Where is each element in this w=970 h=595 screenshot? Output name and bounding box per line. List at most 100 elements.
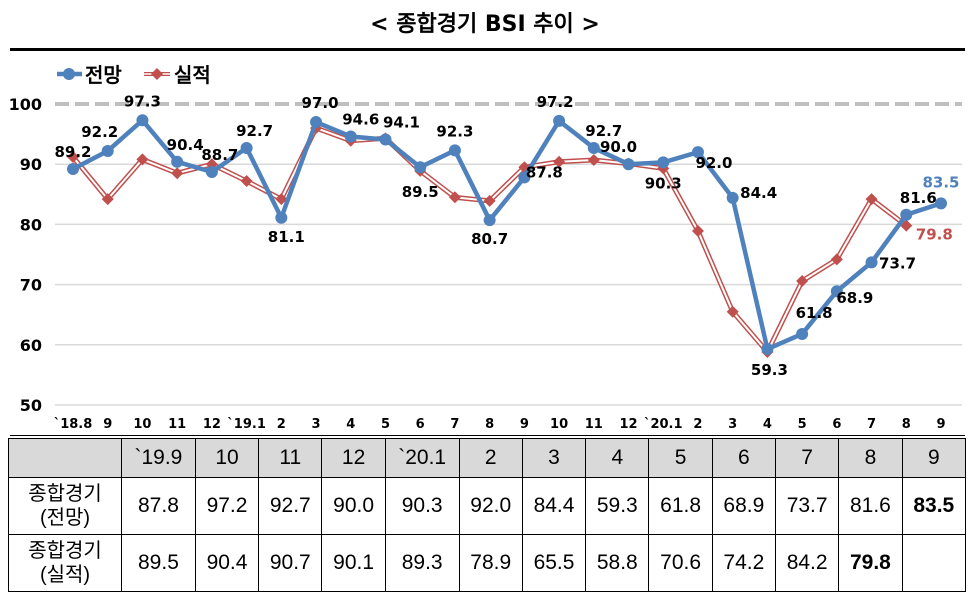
x-tick-label: 5	[381, 417, 390, 432]
actual-point	[483, 194, 496, 207]
outlook-point	[622, 158, 635, 171]
outlook-point	[657, 156, 670, 169]
x-tick-label: 7	[450, 417, 459, 432]
x-tick-label: 6	[416, 417, 425, 432]
table-cell: 78.9	[458, 534, 523, 592]
outlook-point	[483, 214, 496, 227]
x-tick-label: 3	[728, 417, 737, 432]
outlook-data-label: 90.3	[645, 174, 682, 192]
x-tick-label: 8	[902, 417, 911, 432]
outlook-point	[310, 116, 323, 129]
actual-point	[796, 274, 809, 287]
table-header-cell: 9	[901, 438, 967, 478]
table-cell: 84.2	[774, 534, 840, 592]
table-cell: 90.3	[384, 477, 460, 535]
x-tick-label: 9	[103, 417, 112, 432]
table-cell: 87.8	[121, 477, 196, 535]
table-header-cell: 5	[648, 438, 713, 478]
outlook-point	[448, 144, 461, 157]
table-cell: 61.8	[648, 477, 713, 535]
outlook-point	[587, 141, 600, 154]
outlook-data-label: 68.9	[836, 289, 873, 307]
x-tick-label: 2	[693, 417, 702, 432]
x-tick-label: 12	[619, 417, 637, 432]
table-cell: 81.6	[838, 477, 903, 535]
outlook-data-label: 90.4	[167, 136, 204, 154]
table-cell: 58.8	[585, 534, 650, 592]
table-header-cell: `19.9	[121, 438, 196, 478]
legend-outlook-label: 전망	[85, 63, 122, 87]
x-tick-label: `19.1	[227, 417, 266, 432]
outlook-data-label: 97.2	[537, 93, 574, 111]
table-cell: 90.7	[258, 534, 323, 592]
outlook-data-label: 59.3	[751, 361, 788, 379]
outlook-point	[67, 163, 79, 176]
table-header-row: `19.9 10 11 12 `20.1 2 3 4 5 6 7 8 9	[8, 438, 967, 478]
outlook-point	[830, 285, 843, 298]
outlook-data-label: 97.0	[302, 94, 339, 112]
outlook-point	[275, 211, 288, 224]
table-header-cell	[8, 438, 122, 478]
y-tick-label: 90	[20, 155, 42, 174]
table-cell	[901, 534, 967, 592]
table-cell: 84.4	[521, 477, 587, 535]
table-cell: 83.5	[901, 477, 967, 535]
x-tick-label: `18.8	[54, 417, 93, 432]
outlook-point	[136, 114, 149, 127]
outlook-data-label: 83.5	[922, 173, 959, 191]
legend-outlook-marker	[63, 68, 75, 80]
outlook-point	[379, 133, 392, 146]
outlook-point	[935, 197, 947, 210]
outlook-data-label: 90.0	[600, 138, 637, 156]
x-tick-label: 2	[277, 417, 286, 432]
actual-point	[101, 193, 114, 206]
outlook-data-label: 81.1	[268, 228, 305, 246]
actual-point	[240, 175, 253, 188]
outlook-point	[240, 141, 253, 154]
table-cell: 92.7	[258, 477, 323, 535]
x-tick-label: 11	[585, 417, 603, 432]
outlook-data-label: 89.5	[402, 183, 439, 201]
table-cell: 89.3	[384, 534, 460, 592]
table-cell: 89.5	[121, 534, 196, 592]
y-tick-label: 50	[20, 396, 42, 415]
outlook-line	[71, 118, 942, 352]
table-header-cell: 11	[258, 438, 323, 478]
actual-data-label: 79.8	[916, 226, 953, 244]
outlook-data-label: 97.3	[124, 92, 161, 110]
outlook-data-label: 92.7	[236, 122, 273, 140]
actual-point	[136, 153, 149, 166]
bsi-line-chart: 100 90 80 70 60 50 `18.8 9 10 11 12 `19.1 2 3 4 5 6 7 8 9 10…	[9, 63, 965, 436]
table-header-cell: 8	[838, 438, 903, 478]
table-cell: 92.0	[458, 477, 523, 535]
x-tick-label: 6	[832, 417, 841, 432]
table-cell: 68.9	[711, 477, 777, 535]
outlook-data-label: 81.6	[900, 189, 937, 207]
outlook-point	[691, 146, 704, 159]
table-cell: 79.8	[838, 534, 903, 592]
table-header-cell: 6	[711, 438, 777, 478]
actual-point	[865, 193, 878, 206]
outlook-data-label: 88.7	[201, 146, 238, 164]
actual-point	[587, 153, 600, 166]
outlook-point	[796, 327, 809, 340]
outlook-point	[726, 191, 739, 204]
data-table: `19.9 10 11 12 `20.1 2 3 4 5 6 7 8 9 종합경기 (전망) 87.8 97.2…	[8, 438, 967, 592]
outlook-data-label: 92.2	[81, 123, 118, 141]
table-cell: 59.3	[585, 477, 650, 535]
outlook-data-label: 92.7	[585, 122, 622, 140]
y-tick-label: 100	[9, 95, 42, 114]
table-cell: 97.2	[194, 477, 260, 535]
x-tick-label: 4	[346, 417, 355, 432]
outlook-data-label: 80.7	[471, 230, 508, 248]
actual-point	[691, 225, 704, 238]
row-label: 종합경기 (실적)	[8, 534, 122, 592]
outlook-point	[171, 155, 184, 168]
outlook-data-label: 92.0	[695, 154, 732, 172]
table-header-cell: 10	[194, 438, 260, 478]
actual-point	[448, 191, 461, 204]
table-header-cell: 2	[458, 438, 523, 478]
x-tick-label: 5	[798, 417, 807, 432]
actual-point	[726, 305, 739, 318]
x-tick-label: 11	[168, 417, 186, 432]
